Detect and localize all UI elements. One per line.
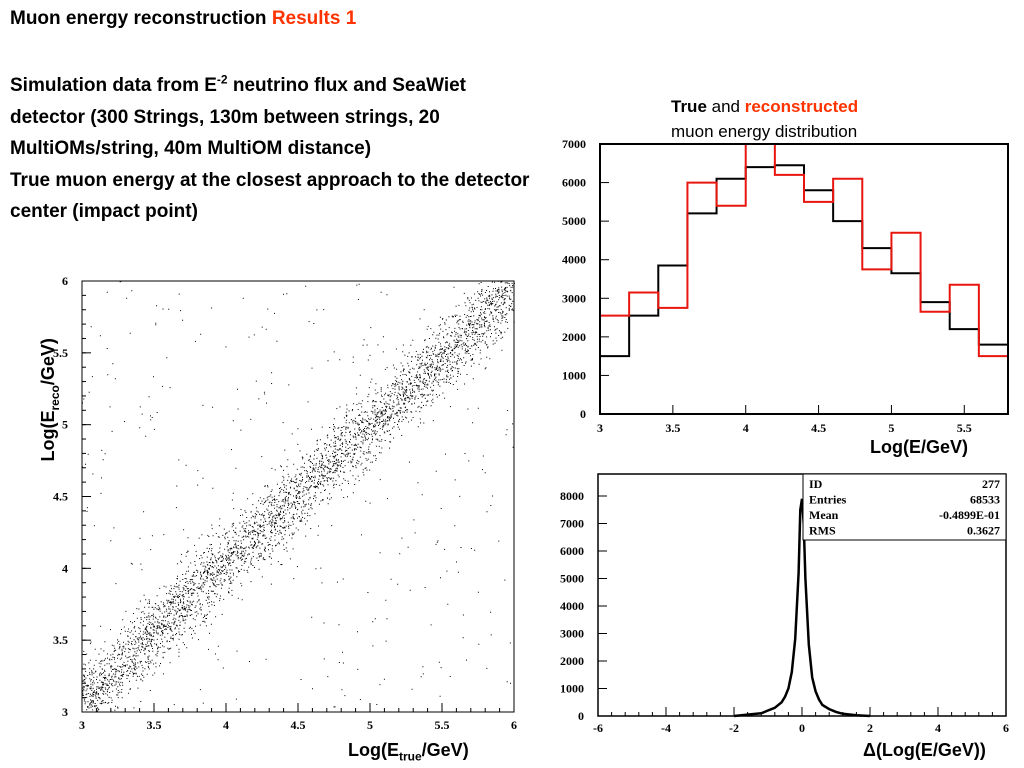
scatter-y-tick-label: 5.5 bbox=[53, 346, 68, 360]
scatter-points bbox=[82, 280, 515, 713]
hist-caption-line2: muon energy distribution bbox=[671, 122, 858, 141]
scatter-y-tick-label: 4.5 bbox=[53, 490, 68, 504]
delta-x-tick-label: 6 bbox=[1003, 721, 1009, 735]
hist-y-tick-label: 6000 bbox=[562, 176, 586, 190]
delta-x-tick-label: -4 bbox=[661, 721, 671, 735]
stats-box bbox=[802, 473, 1007, 541]
stats-label: Entries bbox=[809, 493, 847, 507]
scatter-y-tick-label: 3 bbox=[62, 705, 68, 719]
delta-x-tick-label: 0 bbox=[799, 721, 805, 735]
scatter-x-tick-label: 3 bbox=[79, 718, 85, 732]
scatter-x-sub: true bbox=[399, 749, 422, 764]
caption-reco: reconstructed bbox=[744, 97, 859, 116]
scatter-x-tick-label: 4.5 bbox=[291, 718, 306, 732]
scatter-x-tick-label: 4 bbox=[223, 718, 229, 732]
title-main: Muon energy reconstruction bbox=[10, 8, 272, 29]
hist-series-reco bbox=[599, 143, 1009, 414]
desc-part2: neutrino flux and SeaWiet detector (300 … bbox=[10, 75, 467, 159]
delta-y-tick-label: 5000 bbox=[560, 572, 584, 586]
stats-value: 0.3627 bbox=[967, 524, 1000, 538]
hist-x-tick-label: 5.5 bbox=[957, 421, 972, 435]
caption-and: and bbox=[706, 97, 745, 116]
scatter-x-tick-label: 5.5 bbox=[435, 718, 450, 732]
hist-y-tick-label: 4000 bbox=[562, 253, 586, 267]
delta-x-label: Δ(Log(E/GeV)) bbox=[863, 740, 986, 760]
hist-y-tick-label: 7000 bbox=[562, 137, 586, 151]
scatter-y-sub: reco bbox=[47, 385, 62, 411]
desc-sup: -2 bbox=[216, 72, 228, 87]
stats-value: 277 bbox=[982, 477, 1000, 491]
stats-label: Mean bbox=[809, 508, 839, 522]
hist-x-tick-label: 3 bbox=[597, 421, 603, 435]
hist-y-tick-label: 2000 bbox=[562, 330, 586, 344]
hist-caption-line1: True and reconstructed bbox=[671, 94, 858, 119]
page-title: Muon energy reconstruction Results 1 bbox=[10, 8, 356, 30]
delta-series bbox=[733, 498, 871, 718]
hist-x-tick-label: 4 bbox=[743, 421, 749, 435]
stats-value: 68533 bbox=[970, 493, 1000, 507]
description: Simulation data from E-2 neutrino flux a… bbox=[10, 70, 540, 228]
hist-x-tick-label: 4.5 bbox=[811, 421, 826, 435]
delta-y-tick-label: 7000 bbox=[560, 517, 584, 531]
scatter-x-tick-label: 6 bbox=[511, 718, 517, 732]
stats-label: RMS bbox=[809, 524, 836, 538]
delta-y-tick-label: 2000 bbox=[560, 654, 584, 668]
hist-y-tick-label: 3000 bbox=[562, 291, 586, 305]
hist-x-tick-label: 5 bbox=[888, 421, 894, 435]
delta-x-tick-label: -6 bbox=[593, 721, 603, 735]
desc-paragraph-1: Simulation data from E-2 neutrino flux a… bbox=[10, 70, 540, 165]
scatter-y-label: Log(Ereco/GeV) bbox=[38, 300, 62, 500]
delta-x-tick-label: 4 bbox=[935, 721, 941, 735]
delta-y-tick-label: 4000 bbox=[560, 599, 584, 613]
scatter-y-tick-label: 5 bbox=[62, 418, 68, 432]
delta-y-tick-label: 8000 bbox=[560, 489, 584, 503]
scatter-x-label: Log(Etrue/GeV) bbox=[348, 740, 469, 764]
caption-true: True bbox=[671, 97, 707, 116]
desc-paragraph-2: True muon energy at the closest approach… bbox=[10, 169, 530, 223]
delta-y-tick-label: 1000 bbox=[560, 682, 584, 696]
scatter-x-prefix: Log(E bbox=[348, 740, 399, 760]
delta-y-tick-label: 0 bbox=[578, 709, 584, 723]
scatter-x-tick-label: 3.5 bbox=[147, 718, 162, 732]
scatter-y-tick-label: 6 bbox=[62, 274, 68, 288]
delta-x-tick-label: 2 bbox=[867, 721, 873, 735]
hist-y-tick-label: 1000 bbox=[562, 368, 586, 382]
scatter-y-suffix: /GeV) bbox=[38, 338, 59, 386]
hist-y-tick-label: 0 bbox=[580, 407, 586, 421]
stats-label: ID bbox=[809, 477, 823, 491]
scatter-y-prefix: Log(E bbox=[38, 410, 59, 462]
scatter-x-suffix: /GeV) bbox=[421, 740, 469, 760]
hist-caption: True and reconstructed muon energy distr… bbox=[671, 94, 858, 144]
hist-x-tick-label: 3.5 bbox=[665, 421, 680, 435]
hist-frame bbox=[599, 143, 1009, 415]
delta-y-tick-label: 3000 bbox=[560, 627, 584, 641]
scatter-y-tick-label: 4 bbox=[62, 561, 68, 575]
delta-x-tick-label: -2 bbox=[729, 721, 739, 735]
delta-y-tick-label: 6000 bbox=[560, 544, 584, 558]
hist-x-label: Log(E/GeV) bbox=[870, 437, 968, 457]
scatter-y-tick-label: 3.5 bbox=[53, 633, 68, 647]
desc-part1: Simulation data from E bbox=[10, 75, 217, 96]
stats-value: -0.4899E-01 bbox=[939, 508, 1000, 522]
title-accent: Results 1 bbox=[271, 8, 357, 29]
hist-y-tick-label: 5000 bbox=[562, 214, 586, 228]
scatter-x-tick-label: 5 bbox=[367, 718, 373, 732]
